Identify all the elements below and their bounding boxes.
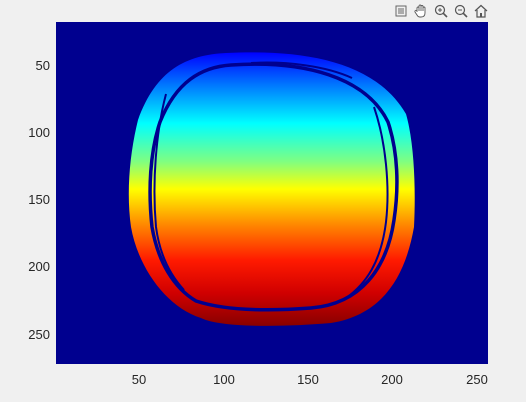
x-tick-label: 250 [466, 372, 488, 387]
home-icon[interactable] [472, 2, 490, 20]
y-tick-label: 200 [28, 259, 50, 274]
jet-colormap-image [56, 22, 488, 364]
x-tick-label: 150 [297, 372, 319, 387]
image-axes[interactable] [56, 22, 488, 364]
zoom-out-icon[interactable] [452, 2, 470, 20]
head-outer-region [128, 52, 415, 326]
x-tick-label: 100 [213, 372, 235, 387]
y-tick-label: 100 [28, 125, 50, 140]
axes-toolbar [392, 1, 490, 21]
inner-gap-top [250, 61, 353, 79]
y-tick-label: 250 [28, 327, 50, 342]
y-tick-label: 50 [35, 58, 50, 73]
x-tick-label: 200 [381, 372, 403, 387]
brush-icon[interactable] [392, 2, 410, 20]
y-tick-label: 150 [28, 192, 50, 207]
x-tick-label: 50 [131, 372, 147, 387]
inner-gap-right [345, 106, 389, 299]
inner-gap-left [153, 93, 185, 291]
pan-hand-icon[interactable] [412, 2, 430, 20]
zoom-in-icon[interactable] [432, 2, 450, 20]
skull-boundary-ring [148, 62, 399, 312]
